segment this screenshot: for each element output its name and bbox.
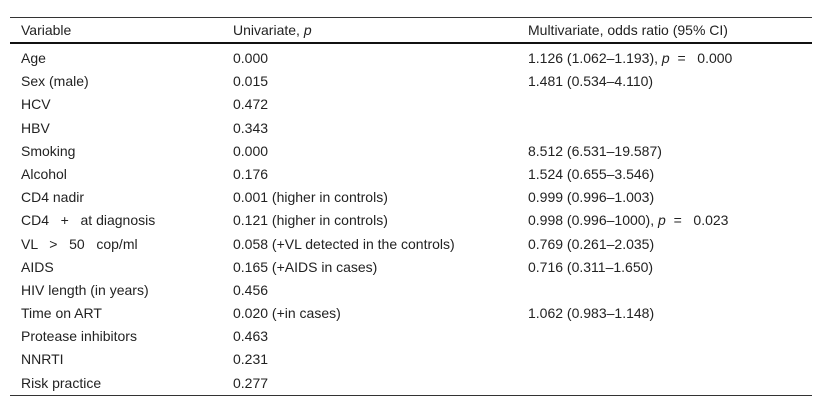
cell-variable: HBV <box>21 119 50 136</box>
table-row: HBV 0.343 <box>10 117 812 140</box>
table-row: NNRTI 0.231 <box>10 348 812 371</box>
cell-multivariate: 1.062 (0.983–1.148) <box>528 302 654 325</box>
table-row: AIDS 0.165 (+AIDS in cases) 0.716 (0.311–1… <box>10 256 812 279</box>
header-univariate-p: p <box>303 22 312 38</box>
cell-univariate: 0.020 (+in cases) <box>233 305 341 322</box>
multivariate-p-label: p <box>658 212 666 229</box>
cell-univariate: 0.000 <box>233 50 269 66</box>
multivariate-p-label: p <box>661 50 670 66</box>
cell-univariate: 0.277 <box>233 374 269 391</box>
multivariate-value: 0.716 (0.311–1.650) <box>528 258 654 275</box>
header-univariate-label: Univariate, <box>233 22 304 38</box>
cell-univariate: 0.165 (+AIDS in cases) <box>233 258 378 275</box>
multivariate-value: 1.524 (0.655–3.546) <box>528 165 655 182</box>
table-row: Age 0.000 1.126 (1.062–1.193), p = 0.000 <box>10 47 812 70</box>
table-row: Protease inhibitors 0.463 <box>10 325 812 348</box>
multivariate-value: 0.999 (0.996–1.003) <box>528 189 655 206</box>
table-row: HCV 0.472 <box>10 93 812 116</box>
table-row: Alcohol 0.176 1.524 (0.655–3.546) <box>10 163 812 186</box>
cell-variable: HIV length (in years) <box>21 281 149 298</box>
table-row: Sex (male) 0.015 1.481 (0.534–4.110) <box>10 70 812 93</box>
multivariate-p-value: = 0.023 <box>665 212 729 229</box>
header-variable: Variable <box>21 22 72 38</box>
cell-univariate: 0.231 <box>233 351 269 368</box>
cell-variable: Age <box>21 50 46 66</box>
table-header-row: Variable Univariate, p Multivariate, odd… <box>10 18 812 44</box>
table-row: Smoking 0.000 8.512 (6.531–19.587) <box>10 140 812 163</box>
cell-univariate: 0.472 <box>233 96 269 113</box>
multivariate-p-value: = 0.000 <box>669 50 733 66</box>
cell-variable: Sex (male) <box>21 73 89 90</box>
multivariate-value: 0.998 (0.996–1000), <box>528 212 658 229</box>
cell-multivariate: 1.524 (0.655–3.546) <box>528 163 654 186</box>
table-body: Age 0.000 1.126 (1.062–1.193), p = 0.000 Se… <box>10 47 812 395</box>
cell-variable: AIDS <box>21 258 54 275</box>
cell-variable: Protease inhibitors <box>21 328 137 345</box>
multivariate-value: 0.769 (0.261–2.035) <box>528 235 655 252</box>
table-row: Risk practice 0.277 <box>10 372 812 395</box>
results-table: Variable Univariate, p Multivariate, odd… <box>10 17 812 396</box>
multivariate-value: 1.062 (0.983–1.148) <box>528 305 655 322</box>
cell-univariate: 0.343 <box>233 119 269 136</box>
cell-univariate: 0.456 <box>233 281 269 298</box>
table-row: CD4 nadir 0.001 (higher in controls) 0.999… <box>10 186 812 209</box>
cell-multivariate: 8.512 (6.531–19.587) <box>528 140 662 163</box>
table-row: Time on ART 0.020 (+in cases) 1.062 (0.983… <box>10 302 812 325</box>
cell-multivariate: 0.999 (0.996–1.003) <box>528 186 654 209</box>
cell-univariate: 0.121 (higher in controls) <box>233 212 388 229</box>
header-univariate: Univariate, p <box>233 18 312 42</box>
cell-variable: Time on ART <box>21 305 102 322</box>
table-row: CD4 + at diagnosis 0.121 (higher in contr… <box>10 209 812 232</box>
cell-multivariate: 0.769 (0.261–2.035) <box>528 233 654 256</box>
cell-univariate: 0.000 <box>233 142 269 159</box>
cell-variable: Smoking <box>21 142 76 159</box>
cell-variable: HCV <box>21 96 51 113</box>
cell-univariate: 0.176 <box>233 165 269 182</box>
cell-variable: CD4 nadir <box>21 189 85 206</box>
cell-multivariate: 0.716 (0.311–1.650) <box>528 256 653 279</box>
multivariate-value: 1.481 (0.534–4.110) <box>528 73 654 90</box>
multivariate-value: 8.512 (6.531–19.587) <box>528 142 662 159</box>
multivariate-value: 1.126 (1.062–1.193), <box>528 50 662 66</box>
cell-variable: NNRTI <box>21 351 64 368</box>
cell-univariate: 0.058 (+VL detected in the controls) <box>233 235 455 252</box>
cell-univariate: 0.463 <box>233 328 269 345</box>
cell-univariate: 0.015 <box>233 73 269 90</box>
cell-multivariate: 1.481 (0.534–4.110) <box>528 70 653 93</box>
table-row: VL > 50 cop/ml 0.058 (+VL detected in the… <box>10 233 812 256</box>
cell-multivariate: 0.998 (0.996–1000), p = 0.023 <box>528 209 728 232</box>
cell-multivariate: 1.126 (1.062–1.193), p = 0.000 <box>528 47 732 70</box>
cell-variable: CD4 + at diagnosis <box>21 212 156 229</box>
cell-variable: Alcohol <box>21 165 67 182</box>
cell-variable: VL > 50 cop/ml <box>21 235 138 252</box>
cell-univariate: 0.001 (higher in controls) <box>233 189 388 206</box>
cell-variable: Risk practice <box>21 374 102 391</box>
table-row: HIV length (in years) 0.456 <box>10 279 812 302</box>
header-multivariate: Multivariate, odds ratio (95% CI) <box>528 22 728 38</box>
